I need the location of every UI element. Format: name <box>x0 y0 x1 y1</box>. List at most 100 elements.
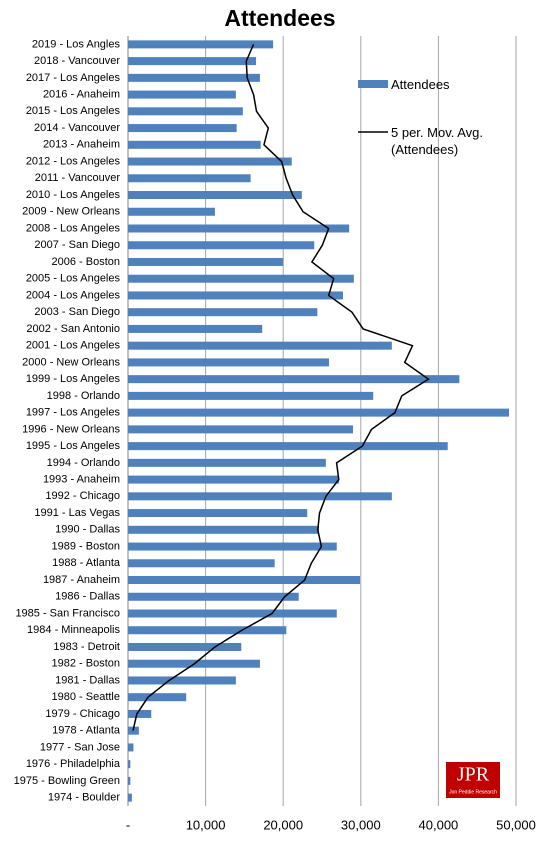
y-tick-label: 2009 - New Orleans <box>22 206 120 218</box>
y-tick-label: 2004 - Los Angeles <box>26 289 121 301</box>
bar <box>128 257 284 266</box>
chart-title: Attendees <box>224 5 335 31</box>
y-tick-label: 1984 - Minneapolis <box>27 624 120 636</box>
bar <box>128 676 236 685</box>
x-tick-label: 20,000 <box>263 817 303 832</box>
bar <box>128 458 326 467</box>
bar <box>128 609 337 618</box>
y-tick-label: 2011 - Vancouver <box>35 172 121 184</box>
bar <box>128 693 187 702</box>
y-tick-label: 1982 - Boston <box>52 658 121 670</box>
bar <box>128 525 319 534</box>
y-tick-label: 2007 - San Diego <box>34 239 120 251</box>
bar <box>128 425 354 434</box>
bar <box>128 107 243 116</box>
y-tick-label: 1994 - Orlando <box>47 457 120 469</box>
bar <box>128 291 343 300</box>
y-tick-label: 1991 - Las Vegas <box>34 507 120 519</box>
bar <box>128 408 510 417</box>
bar <box>128 760 131 769</box>
x-tick-label: 10,000 <box>186 817 226 832</box>
y-tick-label: 2016 - Anaheim <box>43 88 120 100</box>
y-tick-label: 1999 - Los Angeles <box>26 373 121 385</box>
bar <box>128 509 308 518</box>
y-tick-label: 1993 - Anaheim <box>43 473 120 485</box>
bar <box>128 140 261 149</box>
bar <box>128 341 392 350</box>
y-tick-label: 2010 - Los Angeles <box>26 189 121 201</box>
y-tick-label: 1995 - Los Angeles <box>26 440 121 452</box>
y-tick-label: 2014 - Vancouver <box>34 122 120 134</box>
bar <box>128 174 251 183</box>
bar <box>128 324 263 333</box>
bar <box>128 308 318 317</box>
y-tick-label: 1983 - Detroit <box>53 641 120 653</box>
y-tick-label: 1988 - Atlanta <box>52 557 121 569</box>
y-tick-label: 2012 - Los Angeles <box>26 155 121 167</box>
bar <box>128 358 329 367</box>
bar <box>128 542 337 551</box>
x-tick-label: - <box>126 817 130 832</box>
bar <box>128 274 354 283</box>
x-tick-label: 50,000 <box>496 817 536 832</box>
y-tick-label: 1977 - San Jose <box>40 741 120 753</box>
moving-average-line <box>132 44 430 731</box>
y-tick-label: 1980 - Seattle <box>52 691 121 703</box>
bar <box>128 207 215 216</box>
x-tick-label: 40,000 <box>419 817 459 832</box>
bar <box>128 73 260 82</box>
y-tick-label: 1992 - Chicago <box>45 490 120 502</box>
y-tick-label: 1989 - Boston <box>52 540 121 552</box>
bar <box>128 626 287 635</box>
logo-text: JPR <box>457 764 490 786</box>
bar <box>128 241 315 250</box>
bar <box>128 492 392 501</box>
y-tick-label: 1990 - Dallas <box>55 524 120 536</box>
y-tick-label: 2005 - Los Angeles <box>26 273 121 285</box>
bar <box>128 224 350 233</box>
logo-box <box>446 762 500 798</box>
y-tick-label: 1974 - Boulder <box>48 792 120 804</box>
bar <box>128 157 292 166</box>
bar <box>128 559 275 568</box>
bar <box>128 191 302 200</box>
y-tick-label: 2017 - Los Angeles <box>26 72 121 84</box>
bar <box>128 90 236 99</box>
bar <box>128 40 274 49</box>
y-tick-label: 1981 - Dallas <box>55 674 120 686</box>
y-tick-label: 1986 - Dallas <box>55 591 120 603</box>
bar <box>128 592 299 601</box>
y-tick-label: 2003 - San Diego <box>34 306 120 318</box>
y-tick-label: 1998 - Orlando <box>47 390 120 402</box>
y-tick-label: 1997 - Los Angeles <box>26 407 121 419</box>
bar <box>128 576 361 585</box>
bar <box>128 57 257 66</box>
bar <box>128 375 460 384</box>
bar <box>128 475 340 484</box>
y-tick-label: 2008 - Los Angeles <box>26 222 121 234</box>
y-tick-label: 2006 - Boston <box>52 256 121 268</box>
x-tick-label: 30,000 <box>341 817 381 832</box>
y-tick-label: 2015 - Los Angeles <box>26 105 121 117</box>
y-tick-label: 2001 - Los Angeles <box>26 340 121 352</box>
y-tick-label: 1996 - New Orleans <box>22 423 120 435</box>
bar <box>128 391 374 400</box>
y-tick-label: 1979 - Chicago <box>45 708 120 720</box>
y-tick-label: 1985 - San Francisco <box>15 607 120 619</box>
y-tick-label: 1975 - Bowling Green <box>14 775 120 787</box>
bar <box>128 642 242 651</box>
y-tick-label: 1978 - Atlanta <box>52 725 121 737</box>
y-tick-label: 2013 - Anaheim <box>43 139 120 151</box>
y-tick-label: 1976 - Philadelphia <box>26 758 121 770</box>
legend-label: Attendees <box>391 77 450 92</box>
y-tick-label: 2019 - Los Angles <box>32 38 121 50</box>
bar <box>128 442 448 451</box>
y-tick-label: 1987 - Anaheim <box>43 574 120 586</box>
legend-label: 5 per. Mov. Avg. (Attendees) <box>391 125 484 157</box>
legend-swatch <box>358 80 388 88</box>
bar <box>128 709 152 718</box>
y-tick-label: 2000 - New Orleans <box>22 356 120 368</box>
bar <box>128 743 134 752</box>
